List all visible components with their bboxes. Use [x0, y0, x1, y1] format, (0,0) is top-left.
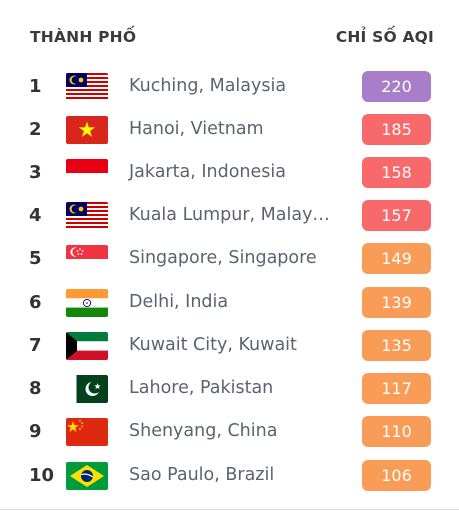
table-row[interactable]: 7 Kuwait City, Kuwait 135	[0, 329, 459, 363]
singapore-flag-icon	[66, 245, 108, 273]
china-flag-icon	[66, 418, 108, 446]
vietnam-flag-icon	[66, 116, 108, 144]
city-name: Lahore, Pakistan	[129, 378, 274, 398]
city-name: Delhi, India	[129, 292, 229, 312]
city-name: Singapore, Singapore	[129, 248, 317, 268]
city-name: Kuwait City, Kuwait	[129, 335, 297, 355]
aqi-badge: 149	[362, 243, 431, 274]
rank-number: 4	[29, 205, 42, 226]
aqi-badge: 139	[362, 287, 431, 318]
city-name: Jakarta, Indonesia	[129, 162, 286, 182]
malaysia-flag-icon	[66, 73, 108, 101]
table-row[interactable]: 10 Sao Paulo, Brazil 106	[0, 459, 459, 493]
aqi-badge: 185	[362, 114, 431, 145]
rank-number: 1	[29, 76, 42, 97]
rank-number: 9	[29, 421, 42, 442]
aqi-badge: 220	[362, 71, 431, 102]
city-name: Kuala Lumpur, Malay…	[129, 205, 330, 225]
table-row[interactable]: 8 Lahore, Pakistan 117	[0, 372, 459, 406]
rank-number: 5	[29, 248, 42, 269]
city-name: Shenyang, China	[129, 421, 278, 441]
city-name: Kuching, Malaysia	[129, 76, 287, 96]
bottom-divider	[0, 509, 459, 510]
brazil-flag-icon	[66, 462, 108, 490]
table-row[interactable]: 1 Kuching, Malaysia 220	[0, 70, 459, 104]
table-row[interactable]: 6 Delhi, India 139	[0, 286, 459, 320]
india-flag-icon	[66, 289, 108, 317]
city-name: Hanoi, Vietnam	[129, 119, 264, 139]
rank-number: 6	[29, 292, 42, 313]
aqi-badge: 157	[362, 200, 431, 231]
table-row[interactable]: 9 Shenyang, China 110	[0, 415, 459, 449]
table-row[interactable]: 3 Jakarta, Indonesia 158	[0, 156, 459, 190]
rank-number: 10	[29, 465, 55, 486]
column-header-city: THÀNH PHỐ	[30, 28, 137, 46]
kuwait-flag-icon	[66, 332, 108, 360]
column-header-aqi: CHỈ SỐ AQI	[335, 28, 434, 46]
malaysia-flag-icon	[66, 202, 108, 230]
aqi-badge: 117	[362, 373, 431, 404]
table-row[interactable]: 4 Kuala Lumpur, Malay… 157	[0, 199, 459, 233]
table-row[interactable]: 2 Hanoi, Vietnam 185	[0, 113, 459, 147]
aqi-badge: 110	[362, 416, 431, 447]
city-name: Sao Paulo, Brazil	[129, 465, 275, 485]
aqi-badge: 135	[362, 330, 431, 361]
aqi-badge: 158	[362, 157, 431, 188]
rank-number: 7	[29, 335, 42, 356]
table-row[interactable]: 5 Singapore, Singapore 149	[0, 242, 459, 276]
pakistan-flag-icon	[66, 375, 108, 403]
rank-number: 2	[29, 119, 42, 140]
rank-number: 8	[29, 378, 42, 399]
rank-number: 3	[29, 162, 42, 183]
aqi-badge: 106	[362, 460, 431, 491]
indonesia-flag-icon	[66, 159, 108, 187]
